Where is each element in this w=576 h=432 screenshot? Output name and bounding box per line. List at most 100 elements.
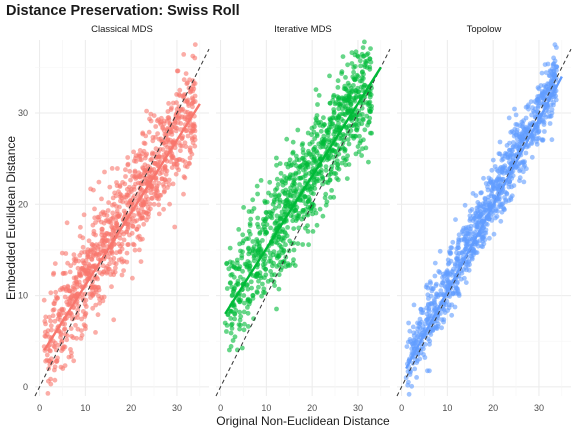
data-point	[121, 268, 126, 273]
data-point	[146, 170, 152, 176]
data-point	[59, 307, 65, 313]
data-point	[183, 71, 189, 76]
data-point	[554, 45, 559, 50]
reference-line-y-equals-x	[215, 48, 391, 397]
data-point	[88, 295, 93, 300]
data-point	[517, 178, 522, 184]
data-point	[71, 252, 77, 258]
data-point	[343, 106, 349, 111]
data-point	[125, 155, 131, 160]
data-point	[340, 96, 345, 101]
data-point	[256, 284, 261, 290]
data-point	[245, 324, 251, 329]
data-point	[286, 174, 292, 180]
x-tick-label: 10	[261, 403, 271, 413]
data-point	[227, 245, 233, 251]
data-point	[283, 203, 288, 209]
data-point	[257, 231, 263, 236]
data-point	[124, 186, 130, 192]
data-point	[173, 171, 179, 177]
data-point	[292, 176, 298, 182]
data-point	[309, 161, 315, 166]
data-point	[184, 164, 190, 170]
data-point	[95, 312, 101, 318]
data-point	[341, 118, 346, 124]
data-point	[268, 225, 273, 231]
x-tick-label: 10	[80, 403, 90, 413]
data-point	[170, 181, 176, 187]
data-point	[274, 155, 279, 161]
data-point	[305, 162, 310, 168]
data-point	[367, 103, 372, 109]
data-point	[341, 155, 346, 161]
data-point	[323, 191, 329, 197]
data-point	[437, 248, 443, 254]
data-point	[230, 292, 235, 298]
x-tick-label: 20	[307, 403, 317, 413]
data-point	[93, 330, 98, 335]
data-point	[96, 287, 102, 293]
data-point	[498, 218, 504, 224]
data-point	[167, 201, 173, 207]
data-point	[247, 223, 253, 228]
data-point	[119, 193, 124, 198]
data-point	[86, 238, 92, 244]
data-point	[432, 273, 438, 279]
data-point	[355, 144, 361, 150]
data-point	[274, 213, 280, 219]
data-point	[532, 106, 538, 112]
data-point	[285, 164, 291, 170]
data-point	[497, 139, 503, 145]
data-point	[285, 189, 291, 195]
data-point	[246, 209, 252, 214]
data-point	[99, 226, 105, 232]
data-point	[132, 174, 137, 180]
data-point	[449, 272, 455, 278]
data-point	[101, 220, 107, 226]
data-point	[79, 250, 84, 256]
data-point	[177, 113, 183, 119]
data-point	[547, 121, 553, 126]
data-point	[99, 196, 104, 202]
data-point	[44, 352, 50, 358]
data-point	[222, 320, 228, 326]
data-point	[404, 344, 410, 349]
data-point	[229, 326, 235, 331]
data-point	[350, 74, 356, 80]
data-point	[425, 301, 431, 307]
data-point	[231, 274, 237, 280]
data-point	[474, 250, 480, 256]
data-point	[300, 156, 305, 161]
data-point	[297, 182, 302, 188]
data-point	[82, 312, 88, 317]
data-point	[361, 84, 366, 90]
data-point	[149, 156, 155, 162]
data-point	[310, 211, 315, 217]
data-point	[540, 118, 546, 124]
data-point	[251, 258, 257, 264]
data-point	[190, 104, 195, 110]
data-point	[233, 308, 239, 313]
data-point	[436, 269, 442, 274]
data-point	[255, 191, 260, 197]
data-point	[427, 330, 433, 335]
data-point	[290, 214, 296, 220]
data-point	[262, 218, 267, 224]
data-point	[413, 339, 419, 345]
data-point	[317, 206, 323, 212]
data-point	[177, 93, 183, 98]
data-point	[123, 174, 128, 179]
data-point	[268, 193, 274, 198]
data-point	[344, 176, 350, 182]
data-point	[230, 338, 236, 343]
data-point	[132, 169, 138, 175]
data-point	[59, 250, 65, 256]
data-point	[359, 70, 365, 75]
data-point	[445, 257, 451, 263]
data-point	[91, 243, 97, 249]
data-point	[318, 128, 324, 134]
data-point	[360, 54, 366, 59]
data-point	[320, 181, 325, 187]
data-point	[331, 111, 337, 116]
data-point	[427, 279, 433, 285]
